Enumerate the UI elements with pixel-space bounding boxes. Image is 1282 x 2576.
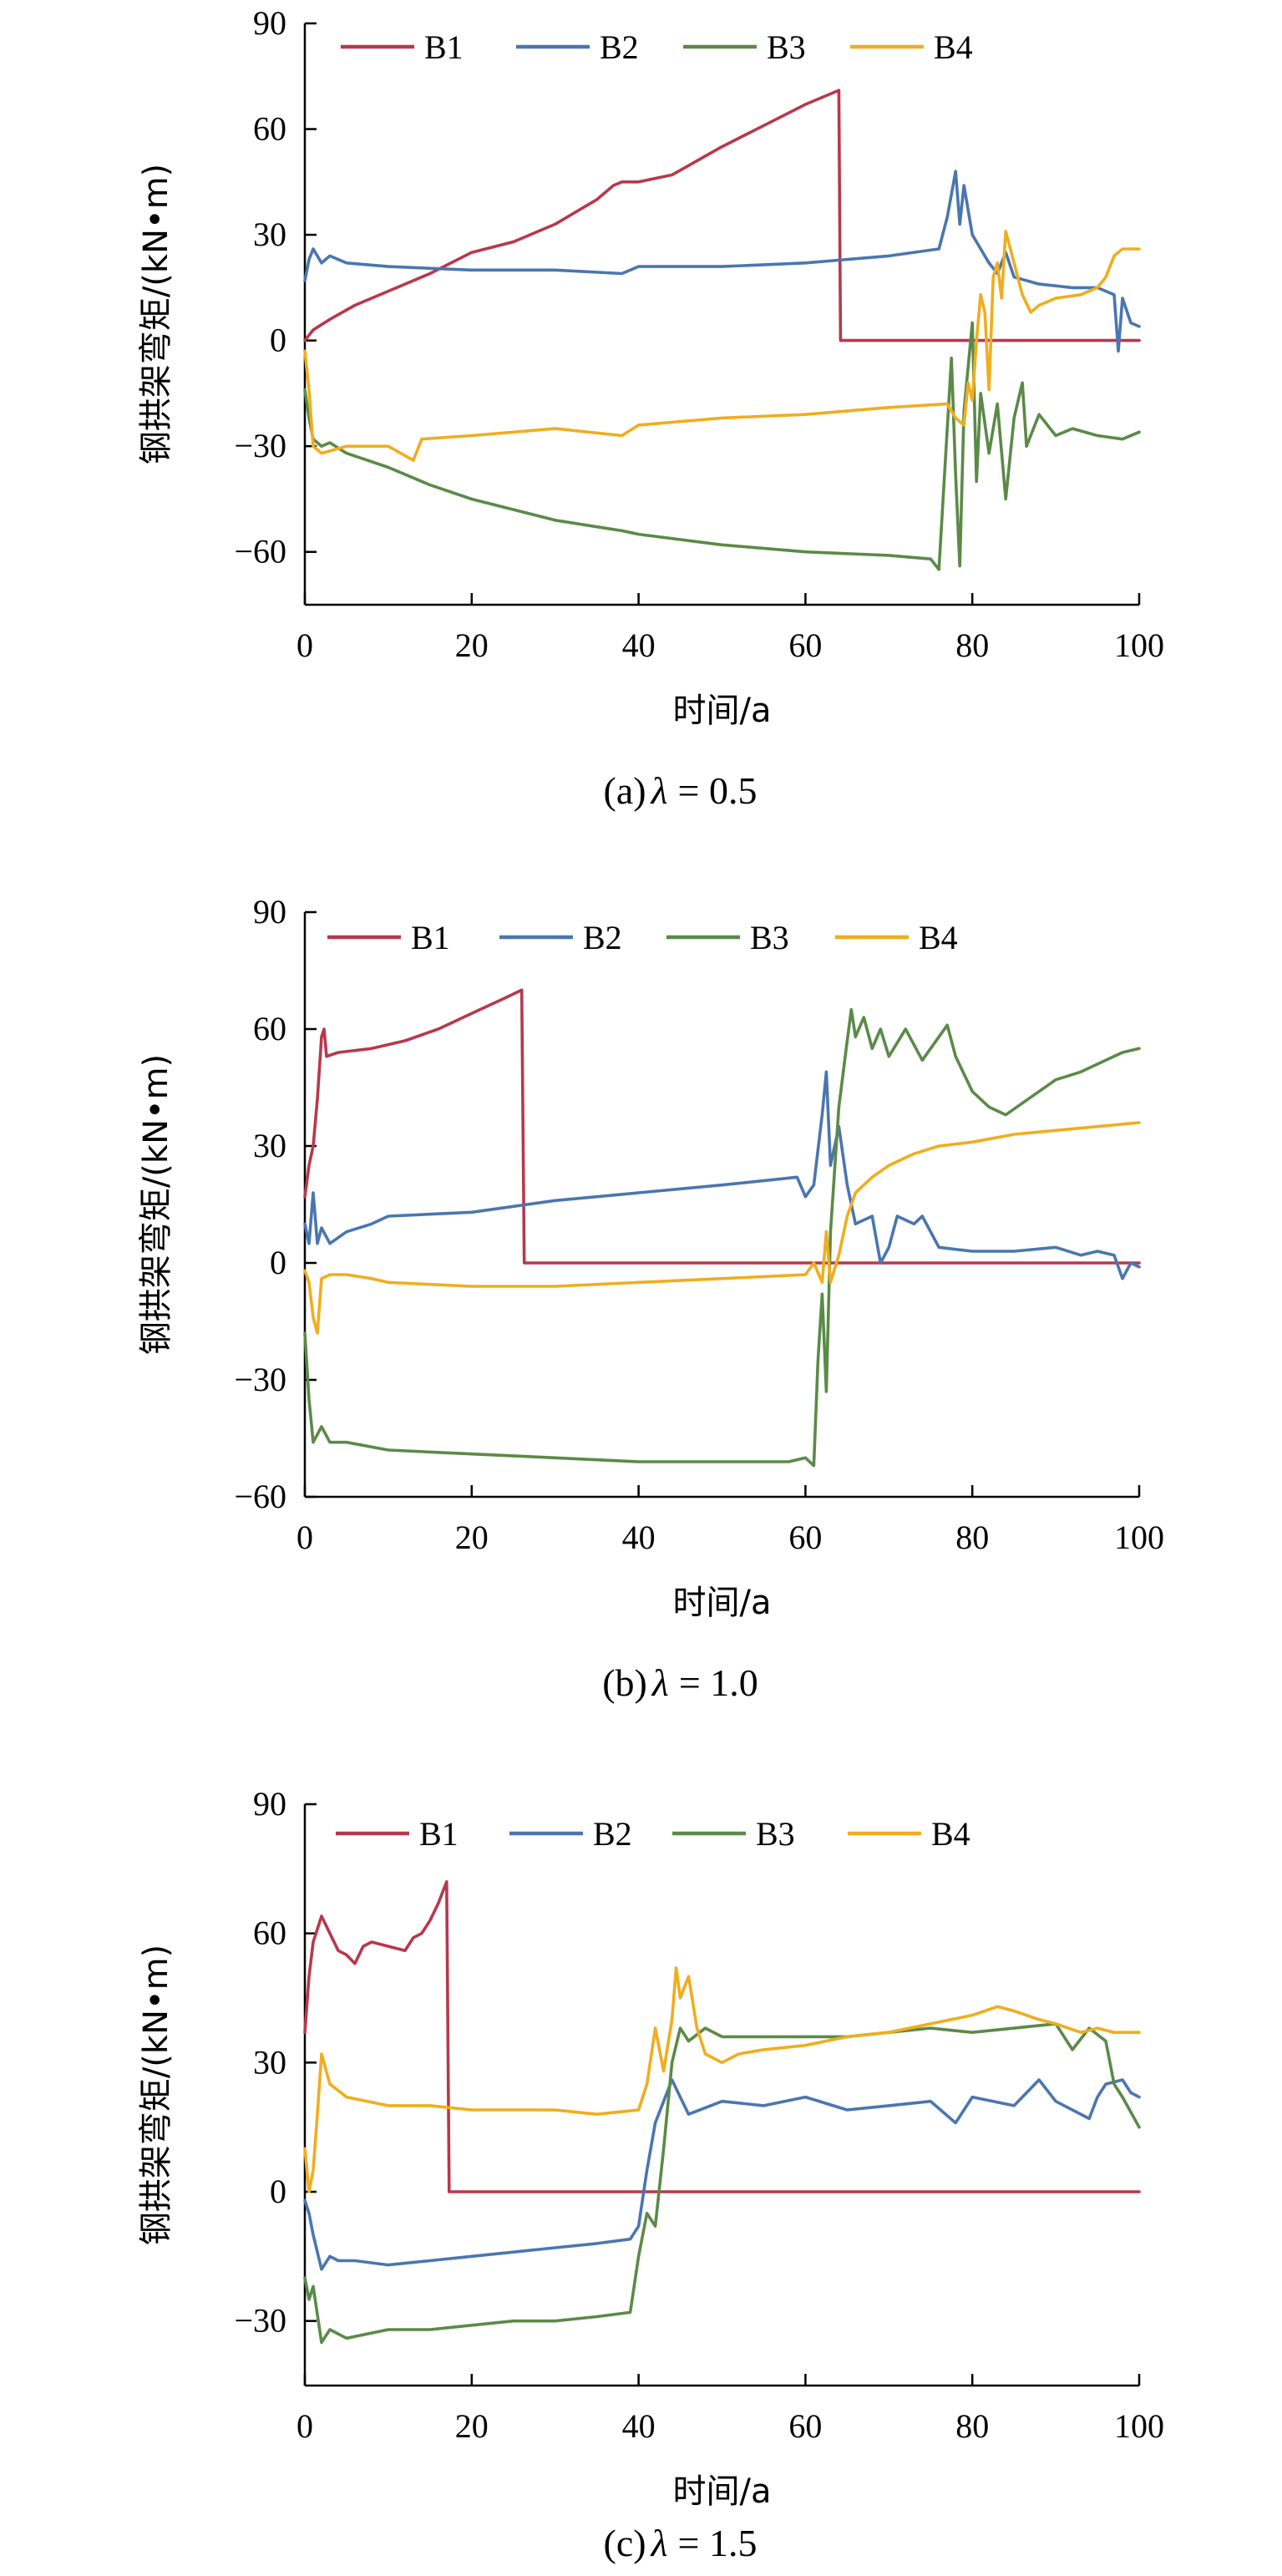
y-tick-label-c-3: 60 [253, 1914, 286, 1952]
panel-c: −30 0 30 60 90 0 20 40 60 80 100 时间/a 钢拱架弯矩/(kN•m) B1… [0, 1717, 1282, 2576]
series-line-c-B1 [303, 1880, 1141, 2193]
series-line-b-B3 [303, 1007, 1141, 1468]
y-tick-label-b-5: 90 [253, 893, 286, 931]
x-tick-label-c-5: 100 [1114, 2407, 1164, 2445]
x-tick-label-b-1: 20 [455, 1519, 489, 1556]
caption-b: (b) λ = 1.0 [602, 1661, 758, 1704]
y-tick-label-c-0: −30 [234, 2302, 286, 2340]
caption-a: (a) λ = 0.5 [604, 769, 758, 812]
y-tick-label-b-3: 30 [253, 1127, 286, 1164]
y-tick-label-c-4: 90 [253, 1785, 286, 1823]
chart-a: −60 −30 0 30 60 90 0 20 40 60 80 100 时间/a 钢拱架弯矩/(kN•m… [137, 4, 1164, 812]
x-tick-label-c-0: 0 [296, 2407, 313, 2445]
x-tick-label-a-4: 80 [955, 626, 989, 664]
series-line-c-B2 [303, 2078, 1141, 2271]
legend-label-c-B2: B2 [593, 1815, 632, 1853]
y-tick-label-b-1: −30 [234, 1361, 286, 1398]
x-tick-label-a-5: 100 [1114, 626, 1164, 664]
legend-label-c-B1: B1 [419, 1815, 459, 1853]
legend-label-b-B1: B1 [411, 919, 450, 956]
y-tick-label-a-2: 0 [270, 322, 286, 359]
x-tick-label-c-4: 80 [955, 2407, 989, 2445]
series-line-b-B4 [303, 1121, 1141, 1335]
y-tick-label-a-5: 90 [253, 4, 286, 42]
x-tick-label-c-2: 40 [622, 2407, 656, 2445]
y-axis-title-b: 钢拱架弯矩/(kN•m) [137, 1054, 175, 1355]
y-tick-label-b-0: −60 [234, 1478, 286, 1515]
legend-label-c-B3: B3 [756, 1815, 795, 1853]
y-tick-label-b-4: 60 [253, 1010, 286, 1047]
y-tick-label-a-0: −60 [234, 533, 286, 570]
legend-label-a-B1: B1 [424, 28, 464, 66]
x-tick-label-c-1: 20 [455, 2407, 489, 2445]
legend-label-a-B2: B2 [600, 28, 639, 66]
y-axis-title-c: 钢拱架弯矩/(kN•m) [137, 1945, 175, 2245]
series-line-c-B4 [303, 1966, 1141, 2193]
y-tick-label-b-2: 0 [270, 1244, 286, 1281]
series-line-a-B4 [303, 230, 1141, 462]
legend-label-a-B4: B4 [934, 28, 973, 66]
series-line-a-B1 [303, 89, 1141, 342]
series-line-b-B2 [303, 1070, 1141, 1280]
caption-c: (c) λ = 1.5 [604, 2522, 758, 2564]
series-line-a-B2 [303, 170, 1141, 353]
chart-b: −60 −30 0 30 60 90 0 20 40 60 80 100 时间/a 钢拱架弯矩/(kN•m… [137, 893, 1164, 1704]
x-tick-label-a-3: 60 [788, 626, 822, 664]
y-tick-label-a-1: −30 [234, 427, 286, 464]
panel-a: −60 −30 0 30 60 90 0 20 40 60 80 100 时间/a 钢拱架弯矩/(kN•m… [0, 0, 1282, 859]
x-tick-label-a-0: 0 [296, 626, 313, 664]
x-tick-label-a-1: 20 [455, 626, 489, 664]
x-axis-title-c: 时间/a [673, 2472, 772, 2511]
x-tick-label-a-2: 40 [622, 626, 656, 664]
x-tick-label-b-0: 0 [296, 1519, 313, 1556]
series-line-b-B1 [303, 988, 1141, 1265]
x-tick-label-b-5: 100 [1114, 1519, 1164, 1556]
y-tick-label-a-3: 30 [253, 216, 286, 253]
x-tick-label-b-3: 60 [788, 1519, 822, 1556]
legend-label-c-B4: B4 [931, 1815, 970, 1853]
y-tick-label-a-4: 60 [253, 110, 286, 148]
legend-label-a-B3: B3 [767, 28, 806, 66]
x-axis-title-a: 时间/a [673, 692, 772, 730]
x-tick-label-b-4: 80 [955, 1519, 989, 1556]
x-tick-label-b-2: 40 [622, 1519, 656, 1556]
chart-c: −30 0 30 60 90 0 20 40 60 80 100 时间/a 钢拱架弯矩/(kN•m) B1… [137, 1785, 1164, 2564]
series-line-a-B3 [303, 321, 1141, 571]
x-axis-title-b: 时间/a [673, 1584, 772, 1622]
panel-b: −60 −30 0 30 60 90 0 20 40 60 80 100 时间/a 钢拱架弯矩/(kN•m… [0, 859, 1282, 1717]
y-axis-title-a: 钢拱架弯矩/(kN•m) [137, 164, 175, 464]
x-tick-label-c-3: 60 [788, 2407, 822, 2445]
legend-label-b-B4: B4 [919, 919, 958, 956]
legend-label-b-B3: B3 [750, 919, 789, 956]
y-tick-label-c-2: 30 [253, 2043, 286, 2081]
legend-label-b-B2: B2 [583, 919, 622, 956]
series-line-c-B3 [303, 2022, 1141, 2345]
y-tick-label-c-1: 0 [270, 2173, 286, 2210]
